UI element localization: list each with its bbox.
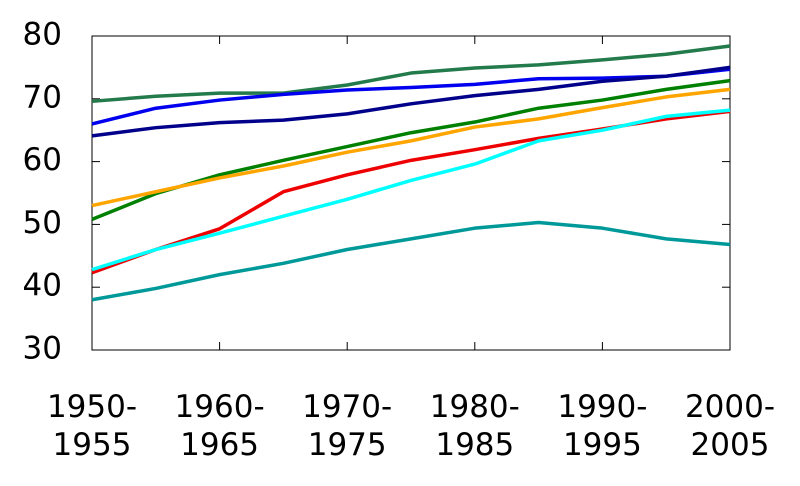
y-tick-label: 50 xyxy=(23,205,62,241)
y-tick-label: 60 xyxy=(23,142,62,178)
x-tick-label: 1980- 1985 xyxy=(429,389,520,463)
y-tick-label: 30 xyxy=(23,331,62,367)
y-tick-label: 80 xyxy=(23,17,62,53)
x-tick-label: 1990- 1995 xyxy=(557,389,648,463)
series-line xyxy=(91,108,731,272)
x-tick-label: 1960- 1965 xyxy=(174,389,265,463)
series-line xyxy=(91,87,731,208)
x-tick-label: 1950- 1955 xyxy=(46,389,138,463)
plot-frame xyxy=(91,35,731,351)
x-tick-label: 2000- 2005 xyxy=(684,389,776,463)
x-tick-label: 1970- 1975 xyxy=(302,389,393,463)
series-line xyxy=(91,44,731,104)
series-line xyxy=(91,65,731,138)
series-line xyxy=(91,67,731,126)
y-tick-label: 70 xyxy=(23,79,62,115)
series-line xyxy=(91,220,731,302)
y-tick-label: 40 xyxy=(23,268,62,304)
series-line xyxy=(91,109,731,275)
